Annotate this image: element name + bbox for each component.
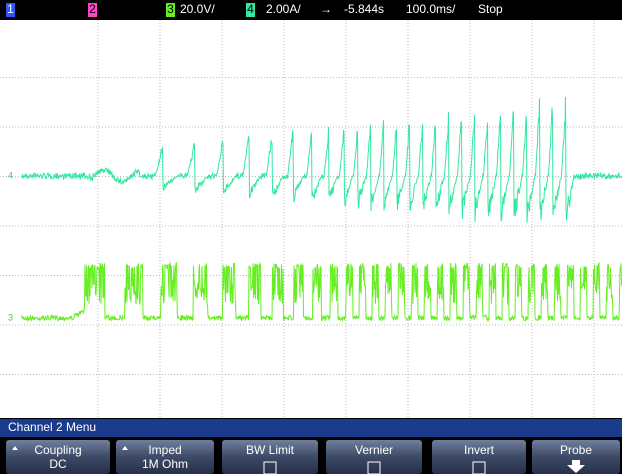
ch1-badge xyxy=(6,3,15,17)
ch2-label: 2 xyxy=(89,2,96,16)
trigger-arrow: → xyxy=(320,2,332,16)
softkey[interactable] xyxy=(532,440,620,474)
ch4-badge xyxy=(246,3,255,17)
ch3-trace xyxy=(21,261,622,323)
softkey-label: Probe xyxy=(560,443,592,457)
ch4-trace xyxy=(21,96,622,224)
down-arrow xyxy=(567,460,585,473)
ch3-label: 3 xyxy=(167,2,174,16)
status-bar xyxy=(0,0,622,20)
softkey-label: Invert xyxy=(464,443,495,457)
checkbox xyxy=(472,461,486,474)
menu-title: Channel 2 Menu xyxy=(8,420,96,434)
ch4-marker: 4 xyxy=(8,170,13,180)
softkey-value: DC xyxy=(49,457,67,471)
softkey[interactable] xyxy=(116,440,214,474)
ch2-badge xyxy=(88,3,97,17)
traces xyxy=(21,96,622,323)
graticule xyxy=(0,20,622,418)
softkey-label: Imped xyxy=(148,443,181,457)
checkbox xyxy=(263,461,277,474)
ch4-label: 4 xyxy=(247,2,254,16)
ch3-badge xyxy=(166,3,175,17)
softkey-arrow xyxy=(12,446,18,450)
softkey[interactable] xyxy=(6,440,110,474)
delay: -5.844s xyxy=(344,2,384,16)
grid xyxy=(0,20,622,418)
run-state: Stop xyxy=(478,2,503,16)
ch1-label: 1 xyxy=(7,2,14,16)
ch4-scale: 2.00A/ xyxy=(266,2,301,16)
ch3-marker: 3 xyxy=(8,312,13,322)
checkbox xyxy=(367,461,381,474)
softkey-arrow xyxy=(122,446,128,450)
softkey-label: Coupling xyxy=(34,443,81,457)
softkey[interactable] xyxy=(222,440,318,474)
softkey-label: Vernier xyxy=(355,443,393,457)
timebase: 100.0ms/ xyxy=(406,2,456,16)
softkey[interactable] xyxy=(326,440,422,474)
softkey[interactable] xyxy=(432,440,526,474)
softkey-value: 1M Ohm xyxy=(142,457,188,471)
ch3-scale: 20.0V/ xyxy=(180,2,215,16)
softkey-label: BW Limit xyxy=(246,443,295,457)
menu-title-bar xyxy=(0,419,622,437)
